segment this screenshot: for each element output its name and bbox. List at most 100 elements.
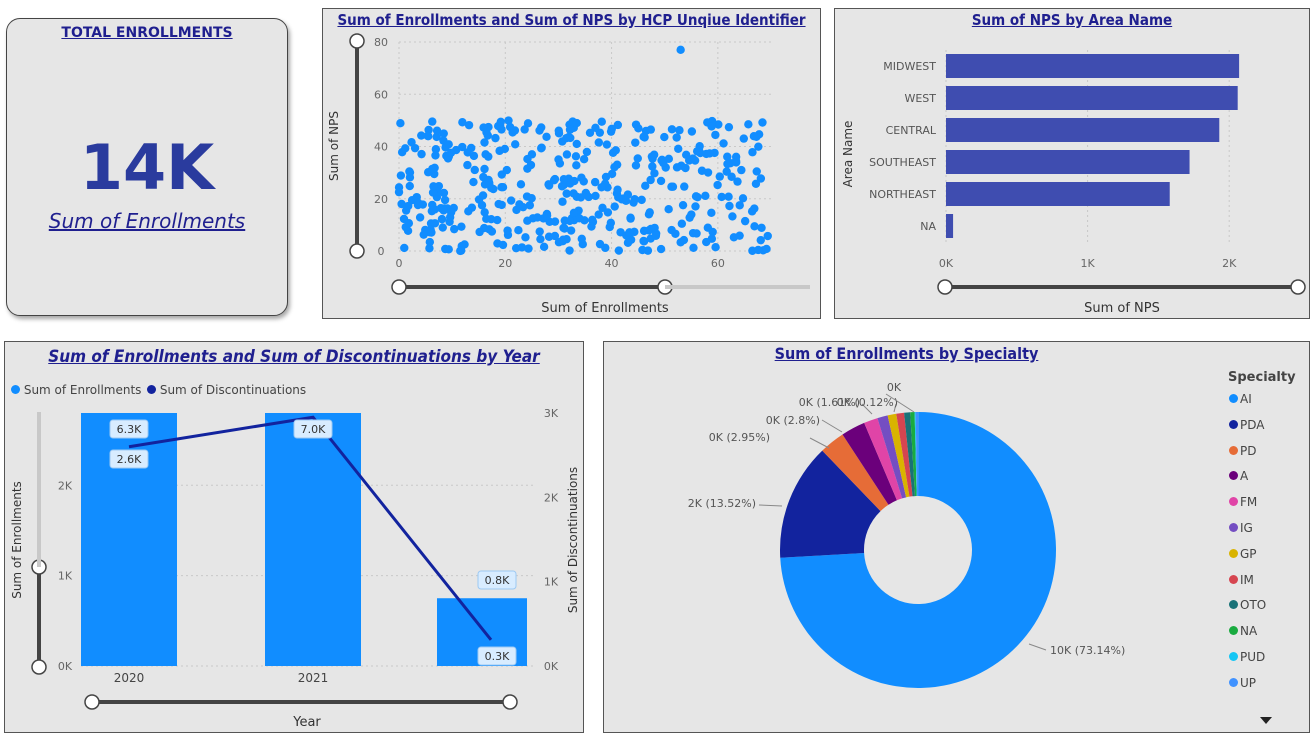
scatter-point bbox=[463, 148, 472, 157]
scatter-point bbox=[432, 126, 442, 135]
scatter-point bbox=[754, 245, 763, 255]
legend-label: PUD bbox=[1240, 650, 1266, 664]
scatter-point bbox=[463, 160, 472, 170]
legend-item-pda[interactable]: PDA bbox=[1229, 418, 1264, 432]
legend-label: UP bbox=[1240, 675, 1257, 690]
scatter-point bbox=[633, 154, 642, 163]
scatter-point bbox=[554, 155, 563, 164]
legend-item-pd[interactable]: PD bbox=[1229, 444, 1256, 458]
donut-slice-a bbox=[842, 422, 897, 505]
scatter-point bbox=[439, 188, 449, 198]
donut-datalabel: 0K (2.95%) bbox=[709, 431, 770, 444]
scatter-point bbox=[518, 202, 528, 212]
legend-item-pud[interactable]: PUD bbox=[1229, 650, 1265, 664]
combo-y2tick: 3K bbox=[544, 407, 559, 420]
area-slider-handle-end[interactable] bbox=[1290, 279, 1306, 295]
scatter-point bbox=[430, 205, 439, 214]
scatter-point bbox=[602, 140, 612, 149]
scatter-panel[interactable]: Sum of Enrollments and Sum of NPS by HCP… bbox=[322, 8, 821, 319]
donut-datalabel: 0K (0.12%) bbox=[837, 396, 898, 409]
legend-label: IG bbox=[1240, 521, 1253, 535]
scatter-point bbox=[681, 150, 691, 160]
combo-ylabel: Sum of Enrollments bbox=[10, 481, 24, 599]
area-bar-west bbox=[946, 86, 1238, 110]
legend-item-up[interactable]: UP bbox=[1229, 676, 1256, 690]
scatter-slider-handle-start[interactable] bbox=[391, 279, 407, 295]
combo-datalabel-enrollments-box bbox=[477, 570, 517, 590]
scatter-chart: 0 20 40 60 80 0 20 40 60 Sum of NPS Sum of Enrollm… bbox=[327, 33, 810, 316]
scatter-point bbox=[585, 128, 595, 138]
legend-item-a[interactable]: A bbox=[1229, 469, 1248, 483]
scatter-point bbox=[503, 226, 512, 235]
scatter-point bbox=[480, 180, 490, 189]
scatter-point bbox=[679, 235, 689, 245]
scatter-ytick: 40 bbox=[374, 141, 388, 154]
legend-item-fm[interactable]: FM bbox=[1229, 495, 1257, 509]
scatter-point bbox=[397, 199, 406, 209]
area-ylabel: Area Name bbox=[841, 121, 855, 188]
scatter-point bbox=[690, 156, 700, 165]
combo-datalabel-enrollments-box bbox=[293, 419, 333, 439]
scatter-point bbox=[707, 122, 716, 131]
scatter-point bbox=[526, 160, 536, 170]
donut-slice-oto bbox=[904, 412, 915, 497]
scatter-point bbox=[626, 213, 635, 222]
scatter-point bbox=[431, 145, 441, 154]
combo-slider-handle-start[interactable] bbox=[84, 694, 100, 710]
scatter-point bbox=[747, 207, 757, 216]
scatter-point bbox=[735, 231, 744, 240]
legend-item-oto[interactable]: OTO bbox=[1229, 598, 1266, 612]
combo-panel[interactable]: Sum of Enrollments and Sum of Discontinu… bbox=[4, 341, 584, 733]
legend-enrollments[interactable]: Sum of Enrollments bbox=[11, 383, 141, 397]
legend-item-ig[interactable]: IG bbox=[1229, 521, 1253, 535]
scatter-vslider-handle-top[interactable] bbox=[349, 33, 365, 49]
scatter-point bbox=[607, 169, 617, 179]
donut-panel[interactable]: Sum of Enrollments by Specialty 10K (73.… bbox=[603, 341, 1310, 733]
scatter-point bbox=[631, 138, 640, 147]
donut-chart: 10K (73.14%) 2K (13.52%) 0K (2.95%) 0K (2.8… bbox=[688, 381, 1125, 688]
scatter-point bbox=[404, 201, 413, 211]
scatter-point bbox=[405, 181, 414, 191]
legend-item-gp[interactable]: GP bbox=[1229, 547, 1257, 561]
donut-slice-pd bbox=[822, 434, 889, 512]
combo-xtick: 2020 bbox=[114, 671, 145, 685]
area-bar-panel[interactable]: Sum of NPS by Area Name 0K 1K 2K MIDWEST WES… bbox=[834, 8, 1310, 319]
total-enrollments-card[interactable]: TOTAL ENROLLMENTS 14K Sum of Enrollments bbox=[6, 18, 288, 316]
scatter-point bbox=[516, 180, 526, 189]
scatter-point bbox=[440, 195, 450, 205]
scatter-point bbox=[707, 208, 716, 218]
scatter-point bbox=[625, 228, 634, 237]
scatter-point bbox=[687, 210, 696, 219]
legend-label: A bbox=[1240, 469, 1249, 484]
scatter-point bbox=[579, 177, 588, 186]
scatter-point bbox=[740, 216, 750, 226]
combo-slider-handle-end[interactable] bbox=[502, 694, 518, 710]
combo-y2tick: 0K bbox=[544, 660, 559, 673]
legend-dot bbox=[1229, 652, 1238, 661]
legend-discontinuations[interactable]: Sum of Discontinuations bbox=[147, 383, 306, 397]
area-slider-handle-start[interactable] bbox=[937, 279, 953, 295]
combo-vslider-handle-bottom[interactable] bbox=[31, 659, 47, 675]
scatter-point bbox=[751, 179, 761, 189]
legend-item-im[interactable]: IM bbox=[1229, 573, 1254, 587]
combo-datalabel-discontinuations: 0.3K bbox=[485, 650, 510, 663]
scatter-point bbox=[428, 188, 438, 197]
scatter-point bbox=[750, 222, 759, 231]
scatter-vslider-handle-bottom[interactable] bbox=[349, 243, 365, 259]
scroll-down-icon[interactable] bbox=[1260, 717, 1272, 724]
scatter-point bbox=[728, 212, 737, 221]
donut-slice-fm bbox=[864, 418, 903, 501]
scatter-point bbox=[544, 181, 554, 190]
donut-datalabel: 0K (1.61%) bbox=[799, 396, 860, 409]
scatter-point bbox=[514, 225, 523, 235]
scatter-point bbox=[428, 164, 437, 174]
scatter-ytick: 60 bbox=[374, 88, 388, 101]
combo-chart: 0K 1K 2K 0K 1K 2K 3K 2020 2021 6.3K 7.0K 0.8K 2.6K 0.… bbox=[10, 407, 580, 730]
scatter-point bbox=[495, 146, 504, 156]
scatter-point bbox=[539, 242, 549, 252]
scatter-point bbox=[691, 192, 701, 201]
legend-item-na[interactable]: NA bbox=[1229, 624, 1257, 638]
legend-item-ai[interactable]: AI bbox=[1229, 392, 1252, 406]
donut-leader-line bbox=[758, 504, 783, 507]
legend-dot bbox=[1229, 419, 1238, 429]
